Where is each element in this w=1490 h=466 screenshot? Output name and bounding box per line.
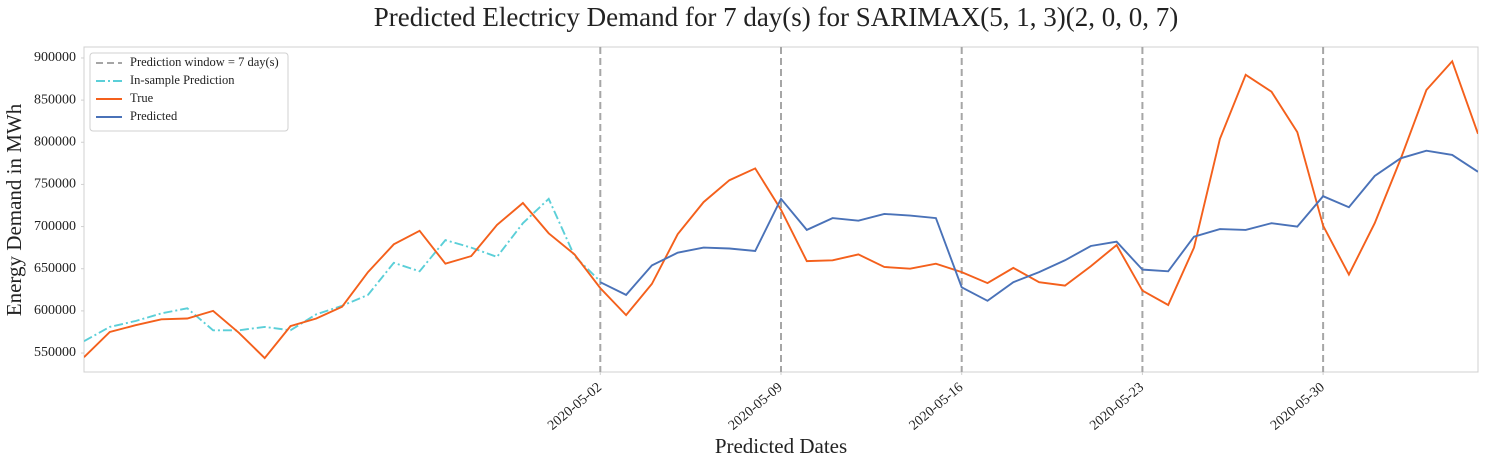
- y-axis-label: Energy Demand in MWh: [2, 103, 26, 316]
- y-tick-label: 600000: [34, 303, 76, 318]
- y-tick-label: 800000: [34, 134, 76, 149]
- x-tick-label: 2020-05-23: [1087, 380, 1147, 433]
- y-tick-label: 550000: [34, 345, 76, 360]
- legend-label: Predicted: [130, 109, 178, 123]
- series-line: [84, 59, 1478, 360]
- series-line: [599, 149, 1478, 302]
- x-tick-label: 2020-05-16: [907, 380, 967, 433]
- x-axis-label: Predicted Dates: [715, 434, 847, 458]
- legend-label: In-sample Prediction: [130, 73, 235, 87]
- y-tick-label: 650000: [34, 261, 76, 276]
- y-tick-label: 750000: [34, 177, 76, 192]
- x-tick-label: 2020-05-09: [726, 380, 786, 433]
- chart-title: Predicted Electricy Demand for 7 day(s) …: [374, 2, 1179, 32]
- y-tick-label: 850000: [34, 92, 76, 107]
- legend-label: True: [130, 91, 154, 105]
- x-tick-label: 2020-05-30: [1268, 380, 1328, 433]
- y-tick-label: 900000: [34, 50, 76, 65]
- legend-box: [89, 52, 289, 132]
- legend-label: Prediction window = 7 day(s): [130, 55, 279, 69]
- x-tick-label: 2020-05-02: [545, 380, 605, 433]
- y-tick-label: 700000: [34, 219, 76, 234]
